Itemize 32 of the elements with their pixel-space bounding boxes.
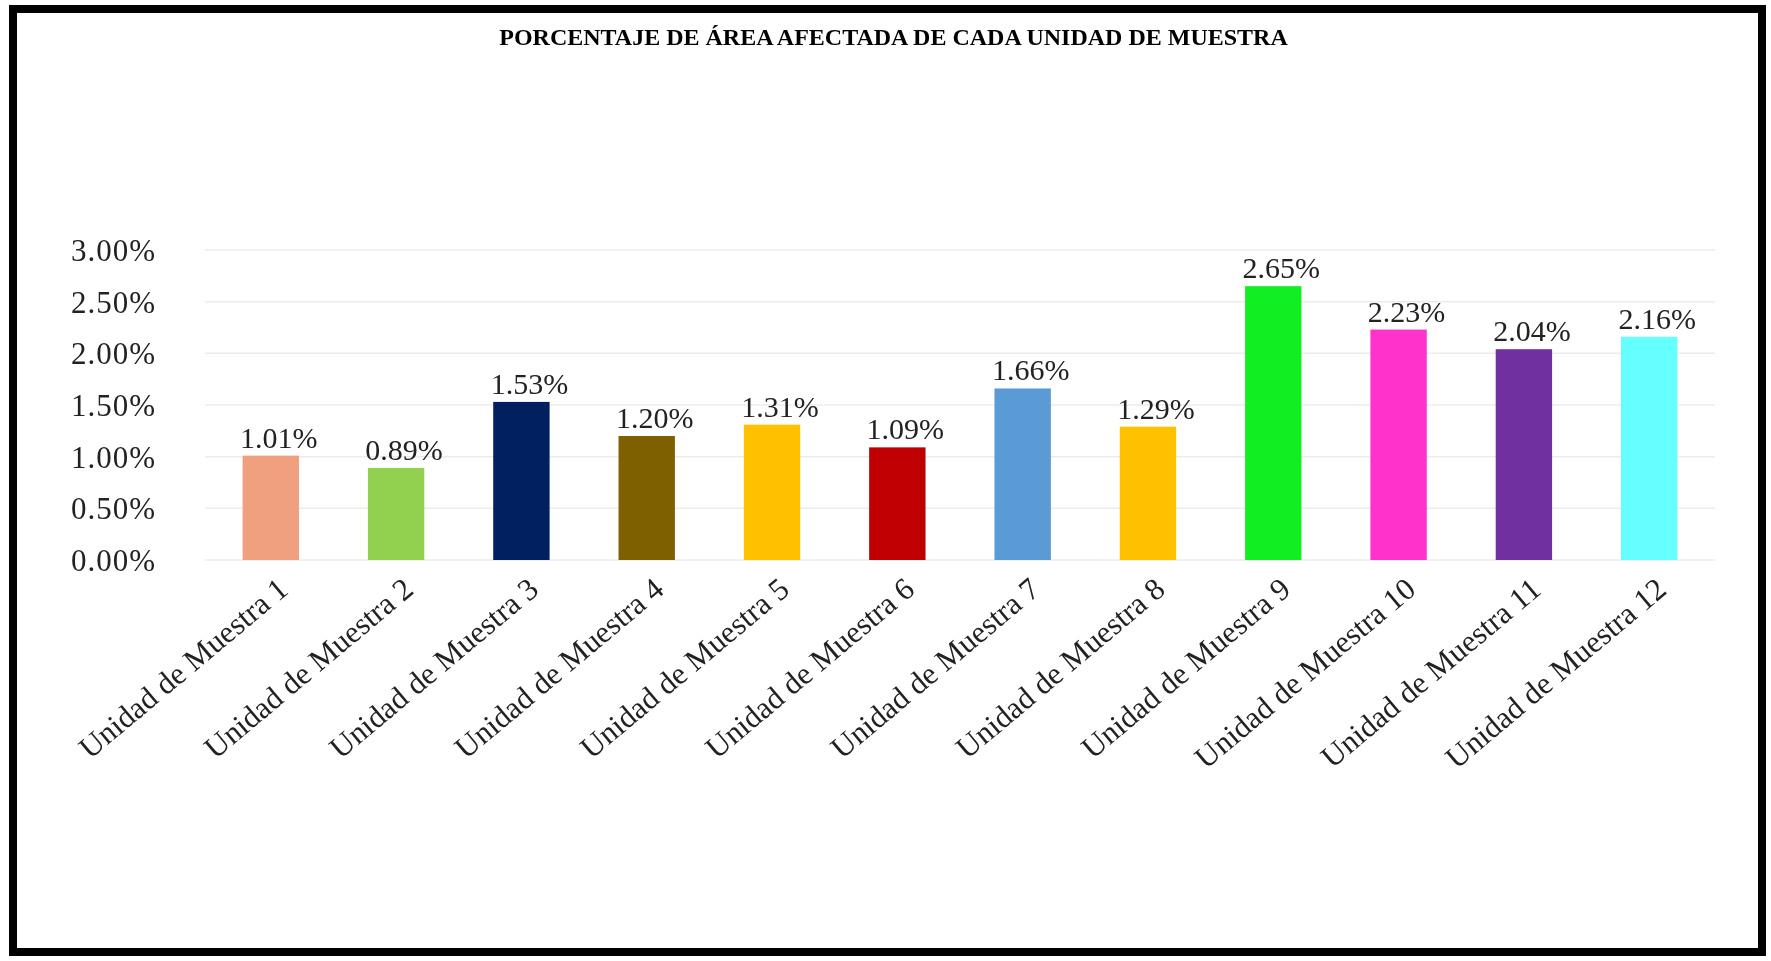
bar [743,424,801,560]
bar [869,447,926,560]
y-tick-label: 0.50% [70,491,156,527]
y-tick-label: 0.00% [70,542,156,578]
data-label: 2.23% [1367,294,1446,328]
bar [1119,426,1177,560]
bar [242,455,299,560]
data-label: 1.01% [240,420,318,454]
data-label: 1.31% [741,389,819,423]
data-label: 1.20% [615,401,694,434]
bar [1370,329,1427,560]
data-label: 2.65% [1242,251,1321,285]
y-tick-label: 1.00% [70,439,156,475]
chart-title: PORCENTAJE DE ÁREA AFECTADA DE CADA UNIDAD DE MUESTRA [499,24,1289,50]
data-label: 1.66% [991,353,1070,387]
data-label: 1.53% [490,366,569,400]
bar [1245,286,1302,560]
y-tick-label: 2.00% [70,336,156,372]
bar [493,401,550,560]
data-label: 2.16% [1618,301,1696,335]
bar [618,436,675,560]
bar [1621,336,1678,560]
y-tick-label: 1.50% [70,387,156,423]
bar [367,468,425,560]
data-label: 0.89% [365,433,443,467]
bar [1495,349,1553,560]
data-label: 1.09% [866,412,945,446]
y-tick-label: 2.50% [70,284,156,320]
data-label: 2.04% [1493,314,1571,348]
y-tick-label: 3.00% [70,232,156,268]
data-label: 1.29% [1117,391,1195,425]
bar [994,388,1051,560]
